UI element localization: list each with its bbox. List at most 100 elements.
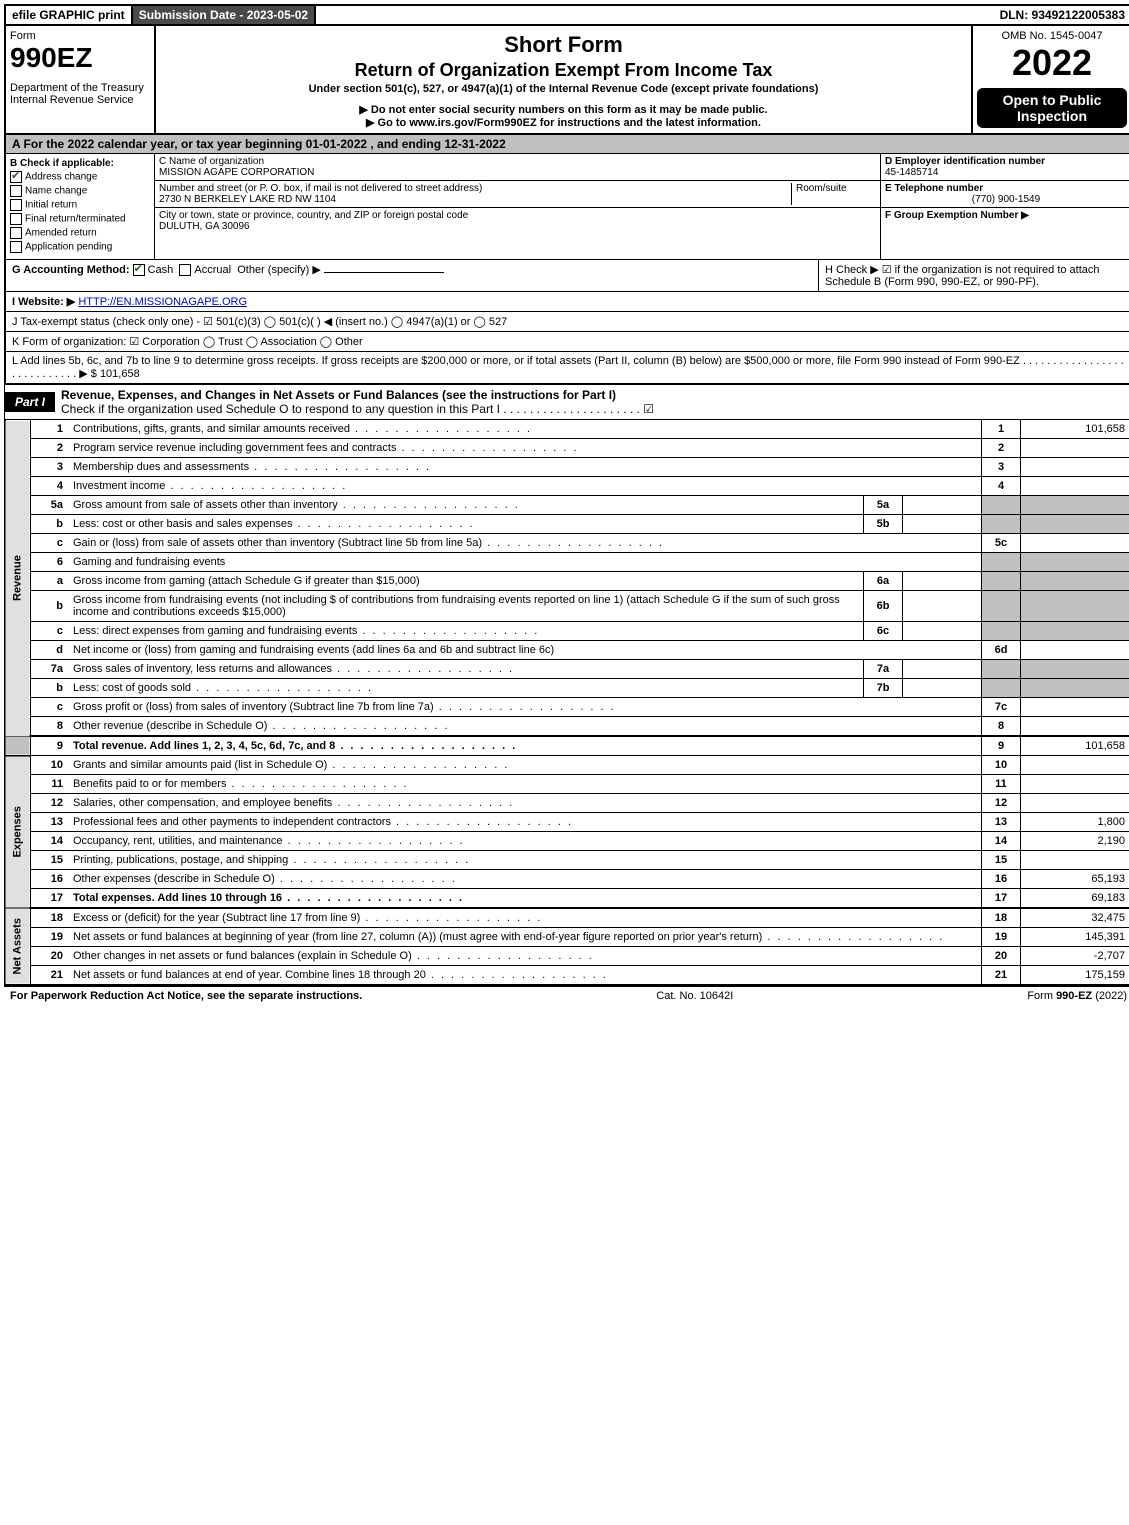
ln8-desc: Other revenue (describe in Schedule O): [69, 717, 982, 737]
ln5b-num: b: [31, 515, 70, 534]
chk-amended-return[interactable]: Amended return: [10, 227, 150, 239]
ln1-n: 1: [982, 420, 1021, 439]
ln15-num: 15: [31, 851, 70, 870]
ln1-val: 101,658: [1021, 420, 1129, 439]
ln7a-desc: Gross sales of inventory, less returns a…: [69, 660, 864, 679]
ln21-num: 21: [31, 966, 70, 985]
ln7b-num: b: [31, 679, 70, 698]
ln14-val: 2,190: [1021, 832, 1129, 851]
ln6d-desc: Net income or (loss) from gaming and fun…: [69, 641, 982, 660]
note-goto[interactable]: ▶ Go to www.irs.gov/Form990EZ for instru…: [160, 116, 967, 129]
ln14-n: 14: [982, 832, 1021, 851]
ln19-val: 145,391: [1021, 928, 1129, 947]
row-a-period: A For the 2022 calendar year, or tax yea…: [6, 135, 1129, 154]
ln2-desc: Program service revenue including govern…: [69, 439, 982, 458]
ln11-n: 11: [982, 775, 1021, 794]
title-short-form: Short Form: [160, 32, 967, 58]
part1-title: Revenue, Expenses, and Changes in Net As…: [61, 388, 616, 402]
ln3-val: [1021, 458, 1129, 477]
ln9-n: 9: [982, 736, 1021, 756]
ln15-val: [1021, 851, 1129, 870]
ln13-n: 13: [982, 813, 1021, 832]
e-label: E Telephone number: [885, 183, 983, 194]
other-label: Other (specify) ▶: [237, 264, 321, 276]
ln6c-num: c: [31, 622, 70, 641]
chk-name-change[interactable]: Name change: [10, 185, 150, 197]
ln18-val: 32,475: [1021, 908, 1129, 928]
ln8-num: 8: [31, 717, 70, 737]
ln3-desc: Membership dues and assessments: [69, 458, 982, 477]
ln9-num: 9: [31, 736, 70, 756]
ln19-num: 19: [31, 928, 70, 947]
ln5a-subval: [903, 496, 982, 515]
chk-application-pending[interactable]: Application pending: [10, 241, 150, 253]
ln21-val: 175,159: [1021, 966, 1129, 985]
website-link[interactable]: HTTP://EN.MISSIONAGAPE.ORG: [78, 296, 247, 308]
ln21-n: 21: [982, 966, 1021, 985]
ein-value: 45-1485714: [885, 167, 938, 178]
row-l: L Add lines 5b, 6c, and 7b to line 9 to …: [4, 352, 1129, 384]
ln10-n: 10: [982, 756, 1021, 775]
ln4-val: [1021, 477, 1129, 496]
ln10-num: 10: [31, 756, 70, 775]
row-i: I Website: ▶ HTTP://EN.MISSIONAGAPE.ORG: [4, 292, 1129, 312]
ln6-desc: Gaming and fundraising events: [69, 553, 982, 572]
ln6d-n: 6d: [982, 641, 1021, 660]
ln7a-num: 7a: [31, 660, 70, 679]
ln5a-num: 5a: [31, 496, 70, 515]
ln7c-num: c: [31, 698, 70, 717]
ln4-num: 4: [31, 477, 70, 496]
top-bar: efile GRAPHIC print Submission Date - 20…: [4, 4, 1129, 26]
ln10-val: [1021, 756, 1129, 775]
ln19-desc: Net assets or fund balances at beginning…: [69, 928, 982, 947]
col-b-title: B Check if applicable:: [10, 158, 150, 169]
info-grid: B Check if applicable: Address change Na…: [6, 154, 1129, 259]
form-word: Form: [10, 30, 150, 42]
ln15-desc: Printing, publications, postage, and shi…: [69, 851, 982, 870]
ln7c-n: 7c: [982, 698, 1021, 717]
org-street: 2730 N BERKELEY LAKE RD NW 1104: [159, 194, 336, 205]
ln10-desc: Grants and similar amounts paid (list in…: [69, 756, 982, 775]
ln6c-sub: 6c: [864, 622, 903, 641]
ln7b-subval: [903, 679, 982, 698]
col-def: D Employer identification number 45-1485…: [881, 154, 1129, 259]
side-netassets: Net Assets: [5, 908, 31, 985]
ln21-desc: Net assets or fund balances at end of ye…: [69, 966, 982, 985]
ln17-val: 69,183: [1021, 889, 1129, 909]
chk-final-return[interactable]: Final return/terminated: [10, 213, 150, 225]
row-gh: G Accounting Method: Cash Accrual Other …: [4, 260, 1129, 292]
ln6c-desc: Less: direct expenses from gaming and fu…: [69, 622, 864, 641]
ln6a-subval: [903, 572, 982, 591]
ln13-desc: Professional fees and other payments to …: [69, 813, 982, 832]
ln20-val: -2,707: [1021, 947, 1129, 966]
f-label: F Group Exemption Number ▶: [885, 210, 1029, 221]
side-expenses: Expenses: [5, 756, 31, 909]
ln5b-desc: Less: cost or other basis and sales expe…: [69, 515, 864, 534]
c-street-label: Number and street (or P. O. box, if mail…: [159, 183, 482, 194]
ln7c-desc: Gross profit or (loss) from sales of inv…: [69, 698, 982, 717]
title-return: Return of Organization Exempt From Incom…: [160, 60, 967, 81]
row-k: K Form of organization: ☑ Corporation ◯ …: [4, 332, 1129, 352]
ln8-val: [1021, 717, 1129, 737]
footer-right: Form 990-EZ (2022): [1027, 990, 1127, 1002]
subtitle: Under section 501(c), 527, or 4947(a)(1)…: [160, 83, 967, 95]
ln5a-desc: Gross amount from sale of assets other t…: [69, 496, 864, 515]
efile-label[interactable]: efile GRAPHIC print: [6, 6, 133, 24]
ln9-val: 101,658: [1021, 736, 1129, 756]
ln3-n: 3: [982, 458, 1021, 477]
ln16-num: 16: [31, 870, 70, 889]
footer-mid: Cat. No. 10642I: [656, 990, 733, 1002]
ln14-desc: Occupancy, rent, utilities, and maintena…: [69, 832, 982, 851]
header-right: OMB No. 1545-0047 2022 Open to Public In…: [973, 26, 1129, 133]
ln12-n: 12: [982, 794, 1021, 813]
chk-accrual[interactable]: [179, 264, 191, 276]
ln1-desc: Contributions, gifts, grants, and simila…: [69, 420, 982, 439]
chk-address-change[interactable]: Address change: [10, 171, 150, 183]
submission-date: Submission Date - 2023-05-02: [133, 6, 316, 24]
chk-cash[interactable]: [133, 264, 145, 276]
ln6-num: 6: [31, 553, 70, 572]
chk-initial-return[interactable]: Initial return: [10, 199, 150, 211]
ln17-num: 17: [31, 889, 70, 909]
phone-value: (770) 900-1549: [885, 194, 1127, 205]
ln20-num: 20: [31, 947, 70, 966]
